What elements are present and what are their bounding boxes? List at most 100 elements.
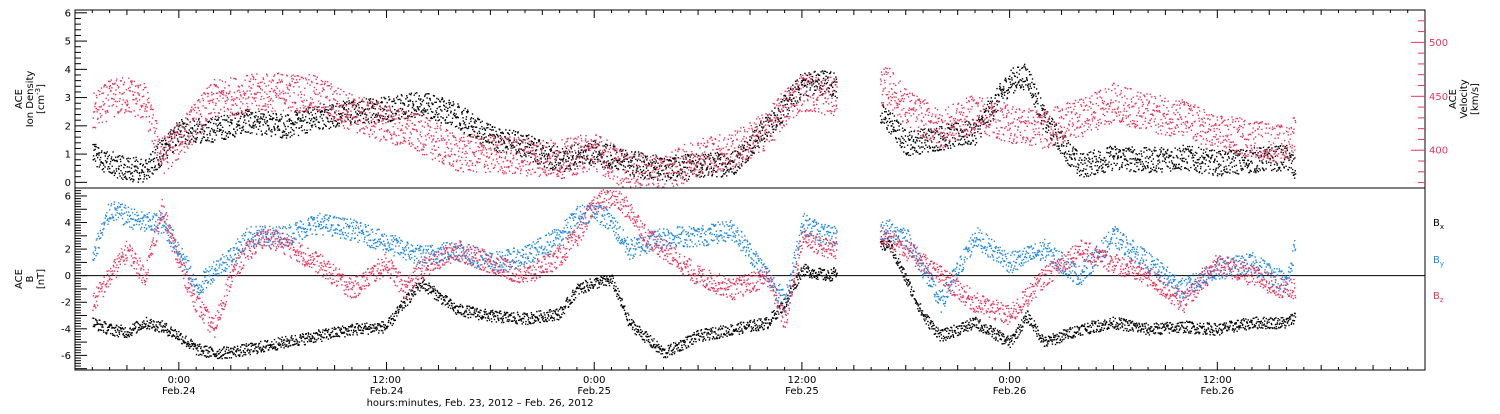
top-point-1 bbox=[366, 105, 367, 106]
top-point-0 bbox=[698, 172, 699, 173]
top-point-0 bbox=[143, 164, 144, 165]
top-point-0 bbox=[466, 116, 467, 117]
top-point-1 bbox=[394, 123, 395, 124]
top-point-0 bbox=[163, 154, 164, 155]
top-point-0 bbox=[120, 161, 121, 162]
top-point-0 bbox=[285, 129, 286, 130]
top-point-1 bbox=[155, 131, 156, 132]
top-point-0 bbox=[311, 118, 312, 119]
top-point-0 bbox=[130, 179, 131, 180]
top-point-0 bbox=[1148, 158, 1149, 159]
top-point-0 bbox=[908, 138, 909, 139]
top-point-0 bbox=[471, 125, 472, 126]
top-point-0 bbox=[1045, 131, 1046, 132]
top-point-0 bbox=[892, 120, 893, 121]
top-point-1 bbox=[96, 108, 97, 109]
top-point-0 bbox=[454, 109, 455, 110]
top-point-1 bbox=[288, 85, 289, 86]
top-point-0 bbox=[167, 157, 168, 158]
top-point-0 bbox=[491, 129, 492, 130]
top-point-1 bbox=[188, 124, 189, 125]
top-point-0 bbox=[758, 147, 759, 148]
top-point-0 bbox=[1187, 169, 1188, 170]
top-point-0 bbox=[255, 124, 256, 125]
top-point-0 bbox=[1015, 76, 1016, 77]
top-point-0 bbox=[767, 136, 768, 137]
top-point-0 bbox=[1198, 159, 1199, 160]
top-point-0 bbox=[892, 113, 893, 114]
top-point-0 bbox=[1061, 131, 1062, 132]
top-point-0 bbox=[1035, 93, 1036, 94]
top-point-0 bbox=[445, 119, 446, 120]
top-point-0 bbox=[503, 140, 504, 141]
top-point-0 bbox=[908, 152, 909, 153]
top-point-0 bbox=[286, 120, 287, 121]
top-point-0 bbox=[574, 168, 575, 169]
top-point-0 bbox=[127, 166, 128, 167]
top-point-0 bbox=[595, 142, 596, 143]
top-point-0 bbox=[1117, 163, 1118, 164]
top-point-1 bbox=[206, 107, 207, 108]
top-point-1 bbox=[336, 110, 337, 111]
top-point-0 bbox=[1276, 146, 1277, 147]
top-point-0 bbox=[186, 132, 187, 133]
top-point-0 bbox=[1071, 157, 1072, 158]
top-point-0 bbox=[566, 168, 567, 169]
top-point-1 bbox=[303, 107, 304, 108]
top-point-1 bbox=[404, 118, 405, 119]
top-point-1 bbox=[368, 105, 369, 106]
top-point-0 bbox=[354, 121, 355, 122]
top-point-0 bbox=[331, 118, 332, 119]
top-point-1 bbox=[464, 144, 465, 145]
top-point-0 bbox=[1004, 95, 1005, 96]
top-point-0 bbox=[1191, 157, 1192, 158]
top-point-0 bbox=[1279, 148, 1280, 149]
top-point-0 bbox=[652, 159, 653, 160]
top-point-0 bbox=[932, 147, 933, 148]
top-point-0 bbox=[427, 109, 428, 110]
top-point-0 bbox=[1123, 149, 1124, 150]
top-point-0 bbox=[1258, 171, 1259, 172]
top-point-0 bbox=[126, 158, 127, 159]
top-point-1 bbox=[178, 153, 179, 154]
top-point-0 bbox=[134, 171, 135, 172]
top-point-1 bbox=[422, 125, 423, 126]
top-point-0 bbox=[273, 126, 274, 127]
top-point-0 bbox=[1201, 163, 1202, 164]
top-point-0 bbox=[741, 165, 742, 166]
top-point-0 bbox=[1218, 151, 1219, 152]
top-point-0 bbox=[295, 114, 296, 115]
top-point-0 bbox=[1145, 168, 1146, 169]
top-point-0 bbox=[348, 119, 349, 120]
top-point-0 bbox=[1025, 84, 1026, 85]
top-point-0 bbox=[1180, 169, 1181, 170]
top-point-0 bbox=[466, 128, 467, 129]
top-point-0 bbox=[710, 153, 711, 154]
top-point-0 bbox=[1129, 171, 1130, 172]
top-point-0 bbox=[1255, 171, 1256, 172]
top-point-0 bbox=[1017, 77, 1018, 78]
top-point-0 bbox=[439, 119, 440, 120]
top-point-0 bbox=[628, 161, 629, 162]
top-point-0 bbox=[657, 179, 658, 180]
top-point-0 bbox=[927, 147, 928, 148]
top-point-1 bbox=[332, 94, 333, 95]
top-point-0 bbox=[368, 121, 369, 122]
top-point-1 bbox=[216, 86, 217, 87]
top-point-1 bbox=[169, 143, 170, 144]
top-point-1 bbox=[406, 112, 407, 113]
top-point-0 bbox=[122, 172, 123, 173]
top-point-0 bbox=[411, 112, 412, 113]
top-point-0 bbox=[298, 119, 299, 120]
top-point-0 bbox=[473, 126, 474, 127]
top-point-0 bbox=[1239, 160, 1240, 161]
top-point-0 bbox=[450, 102, 451, 103]
top-point-0 bbox=[1220, 164, 1221, 165]
top-point-0 bbox=[545, 158, 546, 159]
top-point-0 bbox=[911, 135, 912, 136]
top-point-0 bbox=[193, 136, 194, 137]
top-point-0 bbox=[898, 138, 899, 139]
top-point-1 bbox=[296, 79, 297, 80]
top-point-0 bbox=[214, 119, 215, 120]
top-point-0 bbox=[427, 97, 428, 98]
